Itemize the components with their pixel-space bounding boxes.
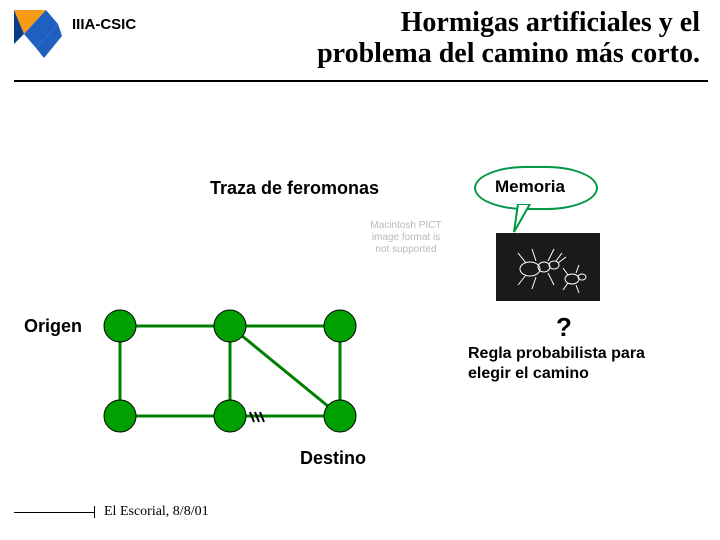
graph-node xyxy=(104,310,136,342)
memoria-oval-tail xyxy=(500,204,540,234)
question-mark: ? xyxy=(556,312,572,343)
iiia-logo xyxy=(14,10,62,58)
org-label: IIIA-CSIC xyxy=(72,16,136,33)
page-title: Hormigas artificiales y el problema del … xyxy=(140,8,700,70)
footer-rule-left xyxy=(14,512,94,513)
label-origen: Origen xyxy=(24,316,82,337)
graph-node xyxy=(324,310,356,342)
rule-text: Regla probabilista para elegir el camino xyxy=(468,344,645,384)
title-underline xyxy=(14,80,708,82)
graph-edge xyxy=(230,326,340,416)
graph-node xyxy=(214,400,246,432)
title-line1: Hormigas artificiales y el xyxy=(401,7,700,38)
title-line2: problema del camino más corto. xyxy=(317,38,700,69)
ant-image xyxy=(496,233,600,301)
label-memoria: Memoria xyxy=(495,177,565,197)
rule-line1: Regla probabilista para xyxy=(468,345,645,362)
slide: IIIA-CSIC Hormigas artificiales y el pro… xyxy=(0,0,720,540)
pict-error-text: Macintosh PICT image format is not suppo… xyxy=(346,220,466,256)
footer-text: El Escorial, 8/8/01 xyxy=(104,504,209,520)
rule-line2: elegir el camino xyxy=(468,365,589,382)
label-traza: Traza de feromonas xyxy=(210,178,379,199)
graph xyxy=(100,306,380,446)
graph-node xyxy=(214,310,246,342)
graph-node xyxy=(324,400,356,432)
footer-tick xyxy=(94,506,95,518)
label-destino: Destino xyxy=(300,448,366,469)
graph-node xyxy=(104,400,136,432)
